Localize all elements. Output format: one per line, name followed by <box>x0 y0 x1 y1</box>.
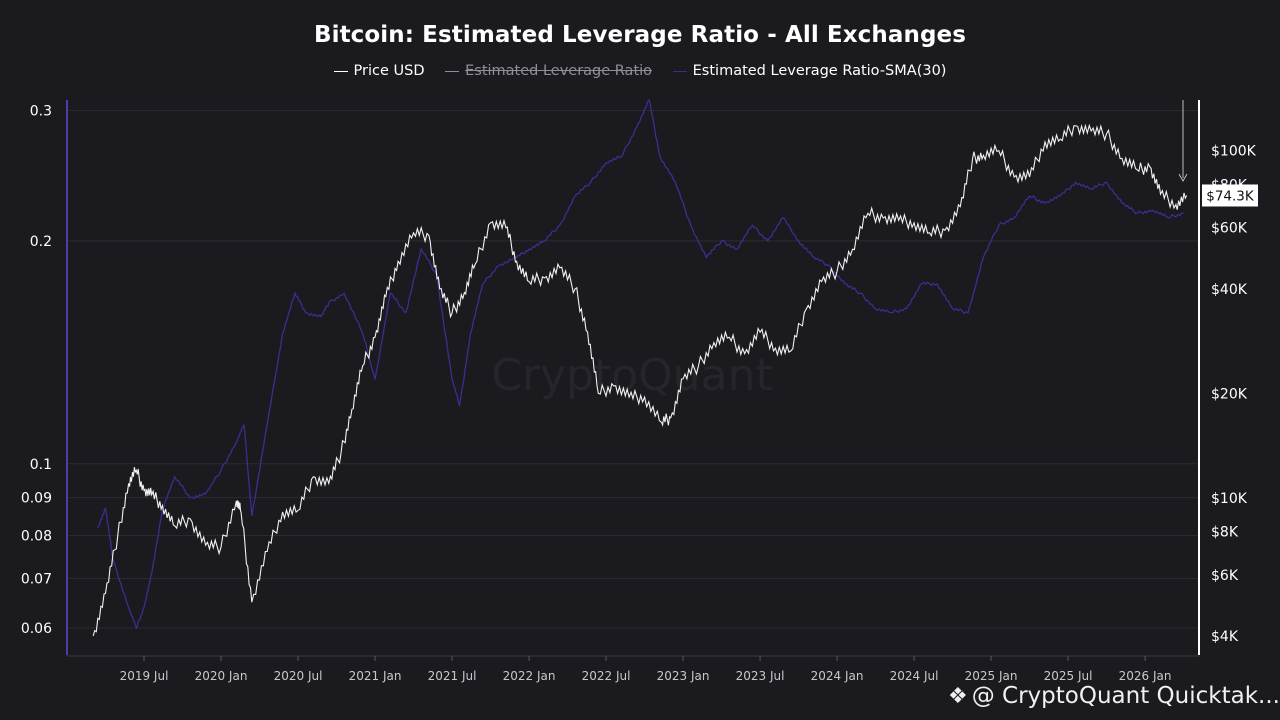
left-tick-label: 0.09 <box>21 491 52 507</box>
watermark-center: CryptoQuant <box>491 350 773 401</box>
x-tick-label: 2025 Jul <box>1044 669 1093 683</box>
legend-item-leverage-ratio[interactable]: Estimated Leverage Ratio <box>445 63 652 79</box>
left-tick-label: 0.2 <box>30 234 52 250</box>
x-tick-label: 2025 Jan <box>965 669 1018 683</box>
x-tick-label: 2022 Jan <box>503 669 556 683</box>
left-tick-label: 0.1 <box>30 457 52 473</box>
legend-item-price[interactable]: Price USD <box>333 63 425 79</box>
left-tick-label: 0.06 <box>21 621 52 637</box>
legend-item-leverage-sma[interactable]: Estimated Leverage Ratio-SMA(30) <box>672 63 947 79</box>
price-pointer-arrowhead <box>1178 173 1188 183</box>
x-tick-label: 2023 Jul <box>736 669 785 683</box>
x-tick-label: 2020 Jan <box>195 669 248 683</box>
legend-label-leverage-sma: Estimated Leverage Ratio-SMA(30) <box>692 63 947 79</box>
x-tick-label: 2021 Jul <box>428 669 477 683</box>
right-axis-ticks: $100K$80K$60K$40K$20K$10K$8K$6K$4K <box>1211 144 1257 645</box>
right-tick-label: $8K <box>1211 524 1239 540</box>
right-tick-label: $60K <box>1211 221 1248 237</box>
grid-lines <box>67 110 1199 629</box>
right-tick-label: $4K <box>1211 629 1239 645</box>
current-price-tag: $74.3K <box>1202 184 1258 207</box>
x-tick-label: 2021 Jan <box>349 669 402 683</box>
right-tick-label: $6K <box>1211 568 1239 584</box>
x-tick-label: 2022 Jul <box>582 669 631 683</box>
legend-label-price: Price USD <box>353 63 425 79</box>
left-tick-label: 0.08 <box>21 529 52 545</box>
right-tick-label: $20K <box>1211 386 1248 402</box>
series-line-leverage-sma <box>97 98 1184 630</box>
x-axis-ticks: 2019 Jul 2020 Jan 2020 Jul 2021 Jan 2021 Jul… <box>120 656 1172 683</box>
chart-legend: Price USD Estimated Leverage Ratio Estim… <box>0 63 1280 79</box>
legend-swatch-leverage-ratio <box>445 70 460 72</box>
left-tick-label: 0.3 <box>30 104 52 120</box>
x-tick-label: 2020 Jul <box>274 669 323 683</box>
watermark-brand-text: @ CryptoQuant Quicktak... <box>971 683 1280 709</box>
legend-swatch-price <box>333 70 348 72</box>
right-tick-label: $100K <box>1211 144 1257 160</box>
left-tick-label: 0.07 <box>21 571 52 587</box>
chart-title: Bitcoin: Estimated Leverage Ratio - All … <box>313 22 967 48</box>
x-tick-label: 2024 Jan <box>811 669 864 683</box>
x-tick-label: 2019 Jul <box>120 669 169 683</box>
watermark-brand: ❖ @ CryptoQuant Quicktak... <box>948 685 1280 708</box>
left-axis-ticks: 0.3 0.2 0.1 0.09 0.08 0.07 0.06 <box>21 104 52 637</box>
legend-label-leverage-ratio: Estimated Leverage Ratio <box>465 63 653 79</box>
x-tick-label: 2023 Jan <box>657 669 710 683</box>
right-tick-label: $40K <box>1211 282 1248 298</box>
x-tick-label: 2024 Jul <box>890 669 939 683</box>
binance-logo-icon: ❖ <box>948 684 968 709</box>
current-price-tag-box <box>1202 184 1258 207</box>
current-price-tag-label: $74.3K <box>1206 188 1255 204</box>
x-tick-label: 2026 Jan <box>1119 669 1172 683</box>
right-tick-label: $10K <box>1211 491 1248 507</box>
legend-swatch-leverage-sma <box>672 70 687 72</box>
series-line-price <box>92 123 1188 637</box>
